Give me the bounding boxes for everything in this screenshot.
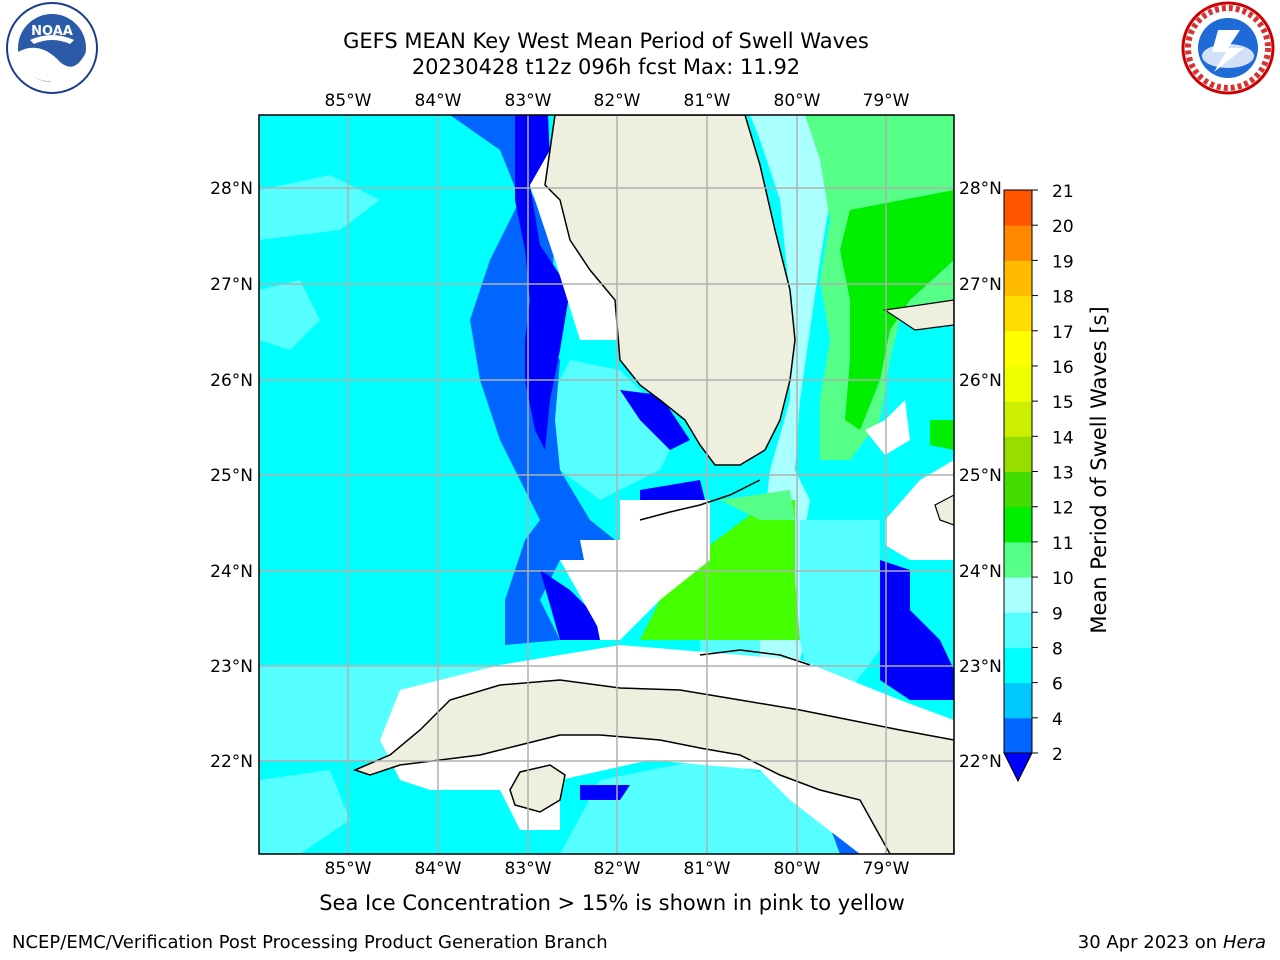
- colorbar-tick-label: 15: [1052, 393, 1074, 413]
- colorbar-tick-label: 18: [1052, 288, 1074, 308]
- graticule: [259, 115, 954, 854]
- colorbar-tick-label: 19: [1052, 252, 1074, 272]
- lon-label: 85°W: [325, 859, 372, 879]
- colorbar-segment: [1004, 612, 1032, 648]
- lon-label: 82°W: [594, 859, 641, 879]
- colorbar-segment: [1004, 436, 1032, 472]
- lon-label: 84°W: [415, 91, 462, 111]
- colorbar-segment: [1004, 225, 1032, 261]
- lat-label: 26°N: [210, 371, 253, 391]
- lon-label: 82°W: [594, 91, 641, 111]
- colorbar-tick-label: 2: [1052, 745, 1063, 765]
- lon-label: 79°W: [863, 91, 910, 111]
- colorbar-segment: [1004, 717, 1032, 754]
- colorbar-tick-label: 21: [1052, 182, 1074, 202]
- lat-label: 28°N: [959, 179, 1002, 199]
- lat-label: 25°N: [210, 466, 253, 486]
- colorbar-segment: [1004, 682, 1032, 719]
- colorbar-segment: [1004, 190, 1032, 226]
- colorbar-tick-label: 13: [1052, 464, 1074, 484]
- colorbar-segment: [1004, 401, 1032, 437]
- colorbar-segment: [1004, 647, 1032, 684]
- footer-credit: NCEP/EMC/Verification Post Processing Pr…: [12, 932, 608, 953]
- colorbar-segment: [1004, 577, 1032, 613]
- title-line-1: GEFS MEAN Key West Mean Period of Swell …: [343, 29, 869, 53]
- colorbar-tick-label: 8: [1052, 639, 1063, 659]
- colorbar-tick-label: 14: [1052, 428, 1074, 448]
- lat-labels-right: 28°N 27°N 26°N 25°N 24°N 23°N 22°N: [959, 179, 1002, 772]
- lat-label: 24°N: [959, 562, 1002, 582]
- sea-ice-note: Sea Ice Concentration > 15% is shown in …: [319, 891, 905, 915]
- lon-label: 85°W: [325, 91, 372, 111]
- colorbar-tick-label: 9: [1052, 604, 1063, 624]
- lat-label: 22°N: [959, 752, 1002, 772]
- colorbar-under-arrow: [1003, 752, 1033, 783]
- lat-label: 26°N: [959, 371, 1002, 391]
- lon-label: 81°W: [684, 91, 731, 111]
- footer-host: Hera: [1222, 932, 1266, 953]
- colorbar-tick-label: 6: [1052, 675, 1063, 695]
- noaa-logo: NOAA: [6, 2, 98, 94]
- lat-label: 27°N: [959, 275, 1002, 295]
- swell-period-field: [259, 115, 954, 854]
- lon-labels-top: 85°W 84°W 83°W 82°W 81°W 80°W 79°W: [325, 91, 910, 111]
- lat-label: 25°N: [959, 466, 1002, 486]
- footer-date: 30 Apr 2023 on Hera: [1078, 932, 1266, 953]
- colorbar-tick-label: 12: [1052, 499, 1074, 519]
- colorbar-segment: [1004, 260, 1032, 297]
- colorbar-tick-label: 17: [1052, 323, 1074, 343]
- colorbar-segment: [1004, 330, 1032, 367]
- colorbar-segment: [1004, 365, 1032, 402]
- colorbar-label: Mean Period of Swell Waves [s]: [1087, 306, 1111, 633]
- lat-label: 27°N: [210, 275, 253, 295]
- colorbar-tick-label: 20: [1052, 217, 1074, 237]
- lon-label: 79°W: [863, 859, 910, 879]
- lat-labels-left: 28°N 27°N 26°N 25°N 24°N 23°N 22°N: [210, 179, 253, 772]
- footer-date-text: 30 Apr 2023 on: [1077, 932, 1223, 953]
- lon-label: 83°W: [505, 91, 552, 111]
- lon-label: 80°W: [774, 859, 821, 879]
- map-frame: [258, 114, 955, 855]
- lon-label: 83°W: [505, 859, 552, 879]
- lat-label: 23°N: [959, 657, 1002, 677]
- lon-label: 81°W: [684, 859, 731, 879]
- colorbar-tick-label: 4: [1052, 710, 1063, 730]
- colorbar-segment: [1004, 541, 1032, 578]
- colorbar-segment: [1004, 471, 1032, 508]
- lon-label: 80°W: [774, 91, 821, 111]
- lon-labels-bottom: 85°W 84°W 83°W 82°W 81°W 80°W 79°W: [325, 859, 910, 879]
- nws-logo: [1181, 1, 1275, 95]
- title-line-2: 20230428 t12z 096h fcst Max: 11.92: [411, 55, 801, 79]
- colorbar-segment: [1004, 295, 1032, 332]
- colorbar-segment: [1004, 506, 1032, 543]
- colorbar-tick-label: 11: [1052, 534, 1074, 554]
- lon-label: 84°W: [415, 859, 462, 879]
- lat-label: 28°N: [210, 179, 253, 199]
- lat-label: 23°N: [210, 657, 253, 677]
- lat-label: 22°N: [210, 752, 253, 772]
- colorbar: 2 4 6 8 9 10 11 12 13 14 15 16 17 18 19 20 21: [1003, 182, 1074, 783]
- lat-label: 24°N: [210, 562, 253, 582]
- noaa-logo-text: NOAA: [31, 24, 73, 39]
- colorbar-tick-label: 10: [1052, 569, 1074, 589]
- colorbar-tick-label: 16: [1052, 358, 1074, 378]
